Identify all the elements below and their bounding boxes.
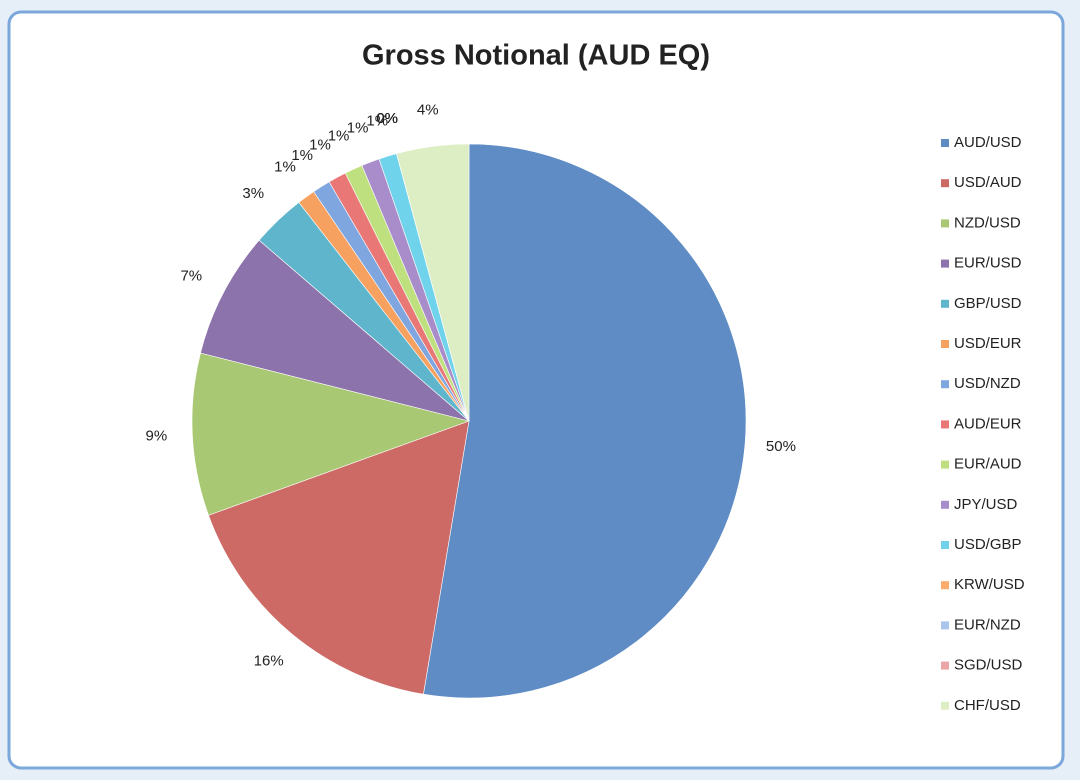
pie-slice <box>396 143 470 422</box>
legend-swatch <box>941 460 949 469</box>
legend-label: EUR/NZD <box>954 616 1021 633</box>
legend-label: USD/GBP <box>954 536 1022 553</box>
data-label: 7% <box>180 268 202 285</box>
legend-swatch <box>941 219 949 228</box>
legend-swatch <box>941 701 949 710</box>
legend-swatch <box>941 179 949 188</box>
legend-swatch <box>941 259 949 268</box>
data-label: 1% <box>291 147 313 164</box>
legend-swatch <box>941 661 949 670</box>
legend-label: CHF/USD <box>954 697 1021 714</box>
legend-label: USD/EUR <box>954 335 1022 352</box>
data-label: 0% <box>376 110 398 127</box>
legend-label: NZD/USD <box>954 214 1021 231</box>
legend-label: AUD/USD <box>954 134 1022 151</box>
data-label: 50% <box>766 438 796 455</box>
chart-title: Gross Notional (AUD EQ) <box>362 40 710 72</box>
legend-swatch <box>941 299 949 308</box>
legend-label: USD/AUD <box>954 174 1022 191</box>
legend-swatch <box>941 420 949 429</box>
pie-slice <box>208 420 470 695</box>
data-label: 1% <box>366 113 388 130</box>
legend-swatch <box>941 621 949 630</box>
data-label: 1% <box>309 137 331 154</box>
data-label: 1% <box>347 119 369 136</box>
legend-swatch <box>941 500 949 509</box>
pie-slice <box>191 352 471 516</box>
legend-swatch <box>941 340 949 348</box>
pie-slice <box>200 239 470 422</box>
legend-label: JPY/USD <box>954 496 1018 513</box>
data-label: 4% <box>417 102 439 119</box>
legend-label: AUD/EUR <box>954 415 1022 432</box>
data-label: 0% <box>376 110 398 127</box>
data-label: 9% <box>146 427 168 444</box>
data-label: 3% <box>242 185 264 202</box>
legend-label: EUR/AUD <box>954 456 1022 473</box>
legend-label: USD/NZD <box>954 375 1021 392</box>
data-label: 0% <box>376 110 398 127</box>
data-label: 16% <box>254 652 284 669</box>
legend-label: KRW/USD <box>954 576 1025 593</box>
data-label: 1% <box>328 127 350 144</box>
legend-label: EUR/USD <box>954 255 1022 272</box>
legend-swatch <box>941 380 949 389</box>
data-label: 1% <box>274 159 296 176</box>
legend-swatch <box>941 541 949 549</box>
legend-label: SGD/USD <box>954 657 1023 674</box>
pie-slice <box>423 143 747 699</box>
legend-label: GBP/USD <box>954 295 1022 312</box>
legend-swatch <box>941 139 949 147</box>
legend-swatch <box>941 581 949 590</box>
